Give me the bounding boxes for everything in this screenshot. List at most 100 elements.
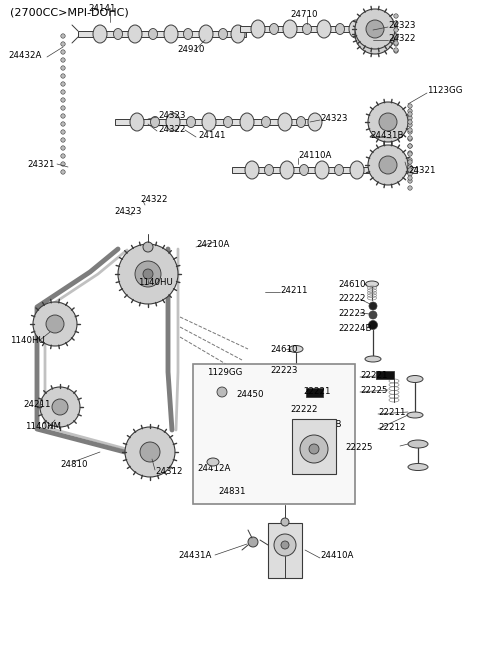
Bar (306, 388, 323, 397)
Text: 24810: 24810 (60, 459, 87, 469)
Ellipse shape (128, 25, 142, 43)
Ellipse shape (336, 23, 345, 34)
Circle shape (394, 48, 398, 52)
Circle shape (293, 365, 303, 375)
Circle shape (394, 49, 398, 53)
Text: 22224B: 22224B (338, 324, 372, 332)
Circle shape (366, 25, 384, 43)
Circle shape (61, 162, 65, 166)
Circle shape (379, 113, 397, 131)
Circle shape (394, 35, 398, 39)
Circle shape (40, 387, 80, 427)
Circle shape (61, 138, 65, 142)
Circle shape (281, 541, 289, 549)
Circle shape (355, 9, 395, 49)
Circle shape (274, 534, 296, 556)
Bar (268, 523, 302, 578)
Circle shape (143, 242, 153, 252)
Circle shape (394, 34, 398, 38)
Ellipse shape (151, 117, 159, 128)
Circle shape (61, 130, 65, 134)
Ellipse shape (315, 161, 329, 179)
Text: 24312: 24312 (155, 467, 182, 477)
Ellipse shape (300, 164, 309, 175)
Text: 24432A: 24432A (8, 50, 41, 60)
Circle shape (61, 169, 65, 174)
Text: 24211: 24211 (23, 399, 50, 408)
Text: 24322: 24322 (388, 34, 416, 42)
Circle shape (61, 106, 65, 110)
Ellipse shape (148, 28, 157, 40)
Ellipse shape (207, 458, 219, 466)
Ellipse shape (199, 25, 213, 43)
Circle shape (140, 442, 160, 462)
Ellipse shape (289, 346, 303, 352)
Ellipse shape (224, 117, 232, 128)
Ellipse shape (164, 25, 178, 43)
Text: 24211: 24211 (280, 285, 308, 295)
Circle shape (217, 387, 227, 397)
Text: 24412A: 24412A (197, 463, 230, 473)
Circle shape (46, 315, 64, 333)
Ellipse shape (365, 356, 381, 362)
Text: 24831: 24831 (218, 487, 245, 496)
Circle shape (408, 165, 412, 169)
Circle shape (61, 114, 65, 118)
Text: 24610: 24610 (270, 344, 298, 354)
Ellipse shape (264, 164, 274, 175)
Text: 22211: 22211 (378, 408, 406, 416)
Text: 22224B: 22224B (308, 420, 341, 428)
Ellipse shape (302, 23, 312, 34)
Bar (240, 26, 392, 32)
Circle shape (301, 405, 311, 415)
Text: 1123GG: 1123GG (427, 85, 463, 95)
Circle shape (408, 176, 412, 180)
Circle shape (408, 152, 412, 156)
Ellipse shape (299, 428, 313, 432)
Ellipse shape (93, 25, 107, 43)
Text: 24323: 24323 (320, 113, 348, 122)
Text: 22223: 22223 (338, 308, 365, 318)
Text: 24323: 24323 (158, 111, 185, 120)
Circle shape (61, 50, 65, 54)
Circle shape (125, 427, 175, 477)
Circle shape (61, 58, 65, 62)
Circle shape (61, 34, 65, 38)
Circle shape (368, 102, 408, 142)
Circle shape (408, 104, 412, 108)
Circle shape (408, 109, 412, 113)
Ellipse shape (335, 164, 344, 175)
Circle shape (135, 261, 161, 287)
Circle shape (52, 399, 68, 415)
Text: 24710: 24710 (290, 9, 317, 19)
Circle shape (61, 146, 65, 150)
Circle shape (369, 311, 377, 319)
Text: 24322: 24322 (140, 195, 168, 203)
Text: 24821: 24821 (304, 463, 332, 473)
Text: 24431B: 24431B (370, 130, 404, 140)
Text: 24323: 24323 (114, 207, 142, 216)
Text: 22223: 22223 (270, 365, 298, 375)
Circle shape (315, 417, 325, 427)
Bar (376, 371, 394, 379)
Circle shape (408, 167, 412, 172)
Circle shape (368, 145, 408, 185)
Text: (2700CC>MPI-DOHC): (2700CC>MPI-DOHC) (10, 7, 129, 17)
Text: 24110A: 24110A (298, 150, 331, 160)
Text: 24210A: 24210A (196, 240, 229, 248)
Circle shape (408, 158, 412, 162)
Bar (232, 167, 417, 173)
Circle shape (248, 537, 258, 547)
Bar (78, 31, 246, 37)
Ellipse shape (308, 113, 322, 131)
Ellipse shape (350, 161, 364, 179)
Circle shape (118, 244, 178, 304)
Text: 1129GG: 1129GG (207, 367, 242, 377)
Circle shape (408, 144, 412, 148)
Circle shape (251, 446, 269, 464)
Text: 22225: 22225 (345, 442, 372, 451)
Text: 24321: 24321 (408, 166, 435, 175)
Text: 24322: 24322 (158, 124, 185, 134)
Text: 24141: 24141 (198, 130, 226, 140)
Circle shape (61, 98, 65, 102)
